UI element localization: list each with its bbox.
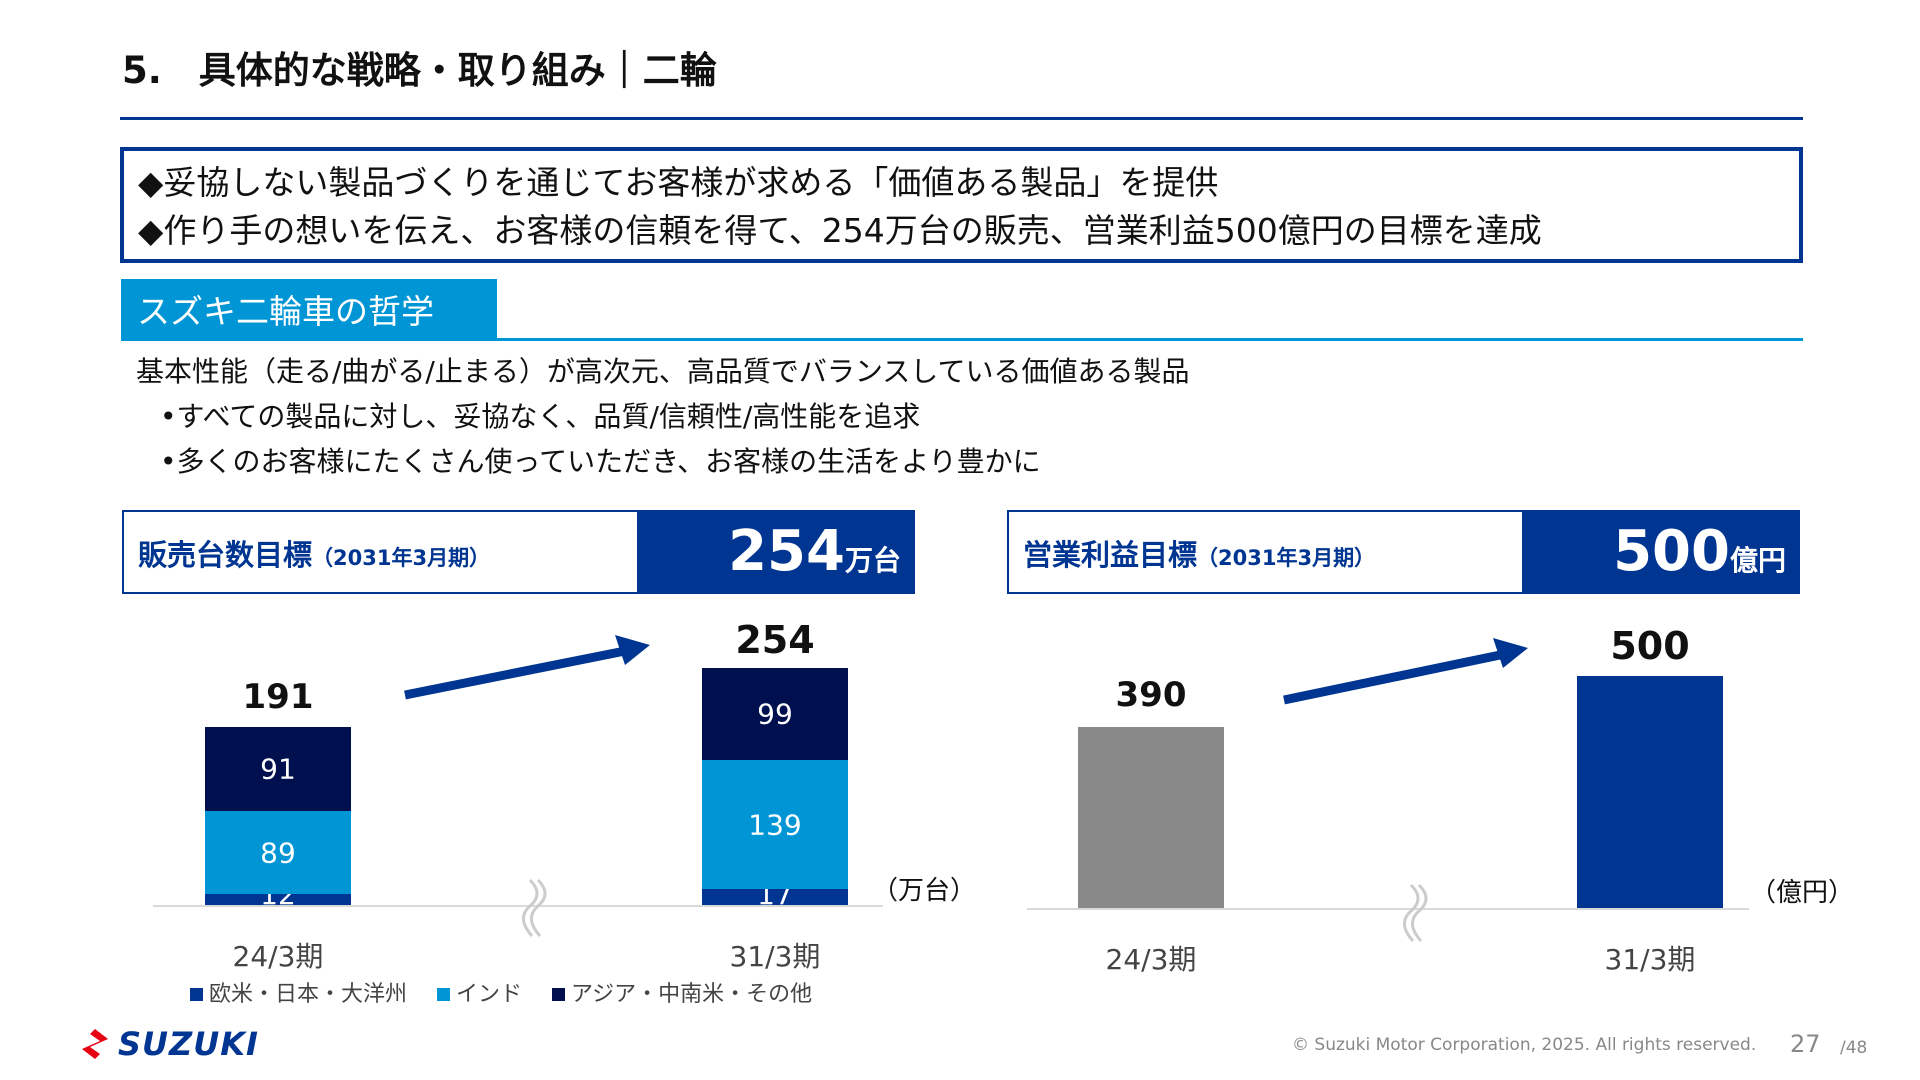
legend-label: アジア・中南米・その他 [571,982,813,1007]
logo-wordmark: SUZUKI [118,1025,259,1063]
legend-swatch [552,988,566,1001]
data-label: 89 [260,836,296,870]
philosophy-bullet: •すべての製品に対し、妥協なく、品質/信頼性/高性能を追求 [160,400,921,433]
legend-item: アジア・中南米・その他 [552,976,812,1008]
sales-target-value: 254 [728,519,845,584]
data-label: 91 [260,752,296,786]
axis-break-icon [522,878,547,937]
profit-target-label: 営業利益目標 [1023,538,1198,572]
total-label: 191 [242,676,314,717]
bar [1577,675,1723,908]
sales-target-label: 販売台数目標 [138,538,313,572]
unit-label: （万台） [872,876,977,906]
unit-label: （億円） [1750,878,1855,908]
legend-swatch [190,988,203,1001]
suzuki-logo: SUZUKI [78,1025,259,1063]
axis-baseline [153,905,883,907]
bar [1078,726,1224,908]
profit-target-box: 営業利益目標（2031年3月期） 500億円 [1007,510,1800,594]
legend-label: 欧米・日本・大洋州 [209,982,408,1007]
growth-arrow-icon [404,635,650,700]
philosophy-rule [121,338,1803,341]
legend-label: インド [456,982,523,1007]
axis-baseline [1027,908,1749,910]
title-rule [120,117,1803,120]
philosophy-bullet: •多くのお客様にたくさん使っていただき、お客様の生活をより豊かに [160,445,1041,478]
x-tick-label: 31/3期 [1604,943,1696,976]
legend-swatch [437,988,451,1001]
suzuki-s-icon [82,1029,108,1059]
profit-target-period: （2031年3月期） [1197,546,1376,570]
chart-legend: 欧米・日本・大洋州 インド アジア・中南米・その他 [190,976,812,1008]
growth-arrow-icon [1283,638,1528,705]
value-label: 500 [1610,623,1690,668]
page-number: 27 [1790,1030,1821,1058]
x-tick-label: 31/3期 [729,940,821,973]
legend-item: 欧米・日本・大洋州 [190,976,407,1008]
x-tick-label: 24/3期 [1105,943,1197,976]
profit-target-unit: 億円 [1729,544,1786,577]
bar-segment: 89 [205,811,351,894]
total-label: 254 [735,618,815,663]
sales-target-box: 販売台数目標（2031年3月期） 254万台 [122,510,915,594]
axis-break-icon [1403,883,1428,942]
summary-box: ◆妥協しない製品づくりを通じてお客様が求める「価値ある製品」を提供 ◆作り手の想… [120,147,1803,263]
summary-line: ◆作り手の想いを伝え、お客様の信頼を得て、254万台の販売、営業利益500億円の… [138,211,1542,250]
data-label: 99 [757,697,793,731]
philosophy-text: 基本性能（走る/曲がる/止まる）が高次元、高品質でバランスしている価値ある製品 [136,355,1190,388]
data-label: 139 [748,808,802,842]
bar-segment: 99 [702,668,848,761]
sales-target-unit: 万台 [844,544,901,577]
bar-segment: 139 [702,760,848,890]
value-label: 390 [1115,674,1187,715]
sales-target-period: （2031年3月期） [312,546,491,570]
summary-line: ◆妥協しない製品づくりを通じてお客様が求める「価値ある製品」を提供 [138,163,1219,202]
x-tick-label: 24/3期 [232,940,324,973]
copyright: © Suzuki Motor Corporation, 2025. All ri… [1292,1035,1757,1055]
profit-target-value: 500 [1613,519,1730,584]
legend-item: インド [437,976,522,1008]
philosophy-heading: スズキ二輪車の哲学 [121,279,497,340]
page-total: /48 [1840,1038,1868,1058]
bar-segment: 91 [205,726,351,812]
page-title: 5. 具体的な戦略・取り組み｜二輪 [122,49,717,92]
